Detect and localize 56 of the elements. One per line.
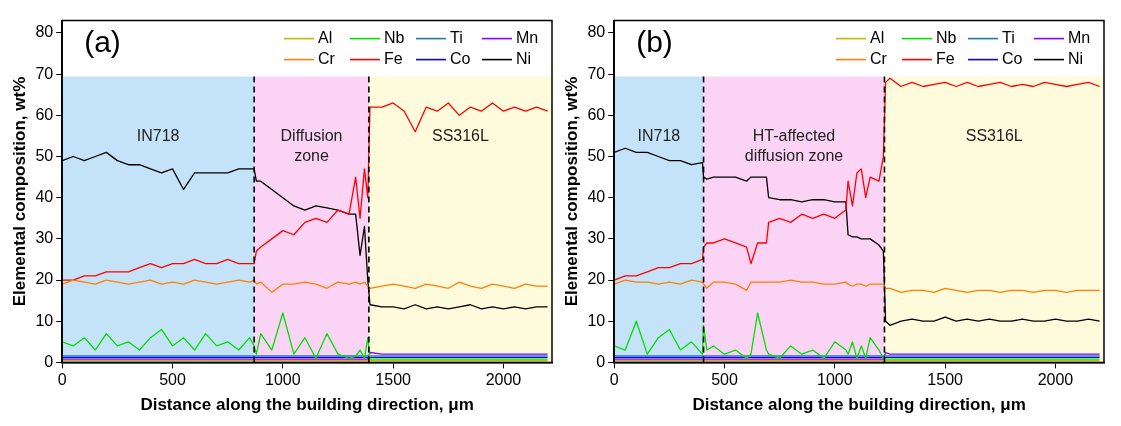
x-tick-label: 1000 — [817, 371, 853, 389]
y-tick-label: 20 — [35, 270, 54, 288]
legend-label: Fe — [936, 50, 955, 68]
y-tick-label: 40 — [587, 188, 606, 206]
x-tick-label: 0 — [609, 371, 619, 389]
legend-label: Ti — [1002, 29, 1015, 47]
band-label: IN718 — [136, 127, 180, 145]
y-tick-label: 0 — [596, 352, 606, 370]
x-axis-title: Distance along the building direction, μm — [140, 395, 474, 415]
legend-label: Ni — [1068, 50, 1084, 68]
chart-title: (b) — [636, 24, 673, 58]
legend-label: Cr — [318, 50, 336, 68]
chart-title: (a) — [84, 24, 121, 58]
legend-label: Nb — [384, 29, 405, 47]
y-tick-label: 20 — [587, 270, 606, 288]
legend-label: Ni — [516, 50, 532, 68]
legend-label: Mn — [516, 29, 539, 47]
y-tick-label: 0 — [44, 352, 54, 370]
legend-label: Nb — [936, 29, 957, 47]
x-tick-label: 0 — [57, 371, 67, 389]
y-axis-title: Elemental composition, wt% — [561, 76, 581, 307]
y-tick-label: 10 — [587, 311, 606, 329]
y-tick-label: 50 — [35, 146, 54, 164]
legend-label: Ti — [450, 29, 463, 47]
band-label: SS316L — [431, 127, 490, 145]
x-tick-label: 500 — [711, 371, 738, 389]
legend-label: Cr — [870, 50, 888, 68]
y-tick-label: 70 — [35, 64, 54, 82]
x-tick-label: 2000 — [485, 371, 522, 389]
x-tick-label: 1500 — [375, 371, 412, 389]
y-tick-label: 70 — [587, 64, 606, 82]
y-tick-label: 30 — [587, 229, 606, 247]
x-tick-label: 500 — [159, 371, 186, 389]
y-tick-label: 30 — [35, 229, 54, 247]
x-tick-label: 1500 — [927, 371, 964, 389]
legend-label: Co — [450, 50, 471, 68]
y-tick-label: 80 — [587, 23, 606, 41]
legend-label: Al — [318, 29, 333, 47]
band-label: SS316L — [965, 127, 1023, 145]
x-axis-title: Distance along the building direction, μm — [692, 395, 1026, 415]
y-tick-label: 80 — [35, 23, 54, 41]
y-axis-title: Elemental composition, wt% — [9, 76, 29, 307]
band-label: Diffusion zone — [280, 127, 343, 165]
legend-label: Fe — [384, 50, 403, 68]
band-label: HT-affected diffusion zone — [744, 127, 844, 165]
x-tick-label: 2000 — [1037, 371, 1074, 389]
legend-label: Al — [870, 29, 885, 47]
x-tick-label: 1000 — [265, 371, 301, 389]
y-tick-label: 10 — [35, 311, 54, 329]
legend-label: Mn — [1068, 29, 1091, 47]
y-tick-label: 40 — [35, 188, 54, 206]
y-tick-label: 60 — [35, 105, 54, 123]
band-label: IN718 — [637, 127, 681, 145]
y-tick-label: 60 — [587, 105, 606, 123]
y-tick-label: 50 — [587, 146, 606, 164]
legend-label: Co — [1002, 50, 1023, 68]
